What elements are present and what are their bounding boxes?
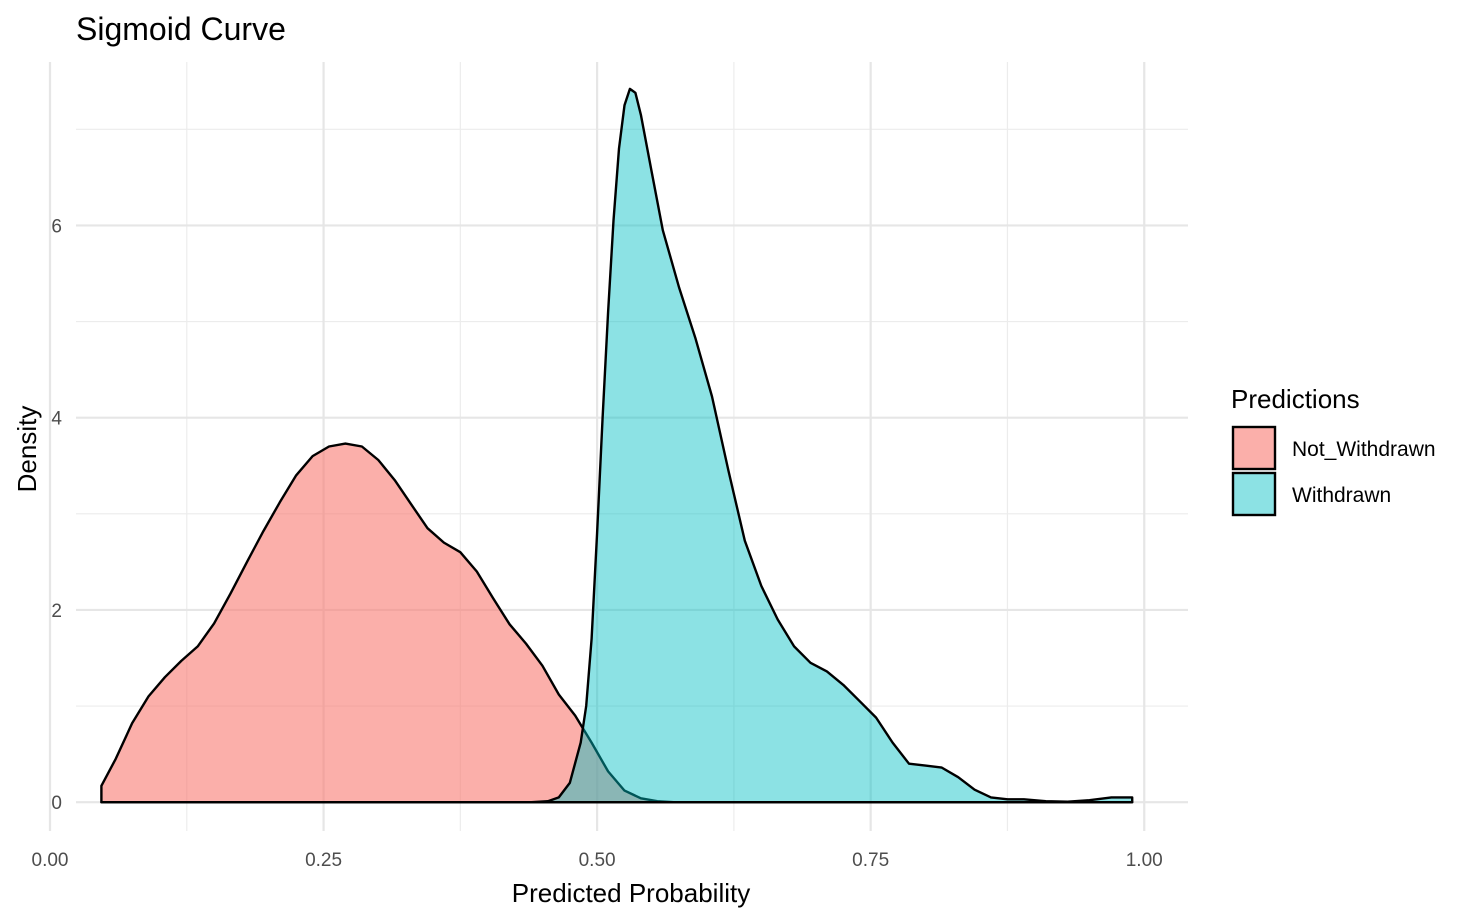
x-tick-label: 0.75: [852, 850, 889, 871]
x-tick-label: 0.00: [32, 850, 69, 871]
x-tick-label: 0.25: [305, 850, 342, 871]
axis-ticks: 0.00 0.25 0.50 0.75 1.00 0 2 4 6: [32, 216, 1163, 871]
y-axis-title: Density: [12, 406, 42, 493]
chart-title: Sigmoid Curve: [76, 11, 286, 47]
y-tick-label: 2: [51, 601, 62, 622]
density-area-withdrawn: [100, 87, 1134, 804]
legend-swatch-withdrawn: [1231, 471, 1277, 517]
legend: Predictions Not_Withdrawn Withdrawn: [1231, 384, 1436, 517]
legend-label: Not_Withdrawn: [1292, 438, 1436, 461]
density-areas: [100, 87, 1134, 804]
legend-swatch-bg: [1233, 473, 1275, 515]
x-tick-label: 0.50: [579, 850, 616, 871]
legend-swatch-not-withdrawn: [1231, 425, 1277, 471]
x-axis-title: Predicted Probability: [512, 878, 750, 908]
legend-title: Predictions: [1231, 384, 1360, 414]
y-tick-label: 4: [51, 409, 62, 430]
y-tick-label: 0: [51, 793, 62, 814]
legend-label: Withdrawn: [1292, 484, 1391, 507]
x-tick-label: 1.00: [1126, 850, 1163, 871]
y-tick-label: 6: [51, 216, 62, 237]
